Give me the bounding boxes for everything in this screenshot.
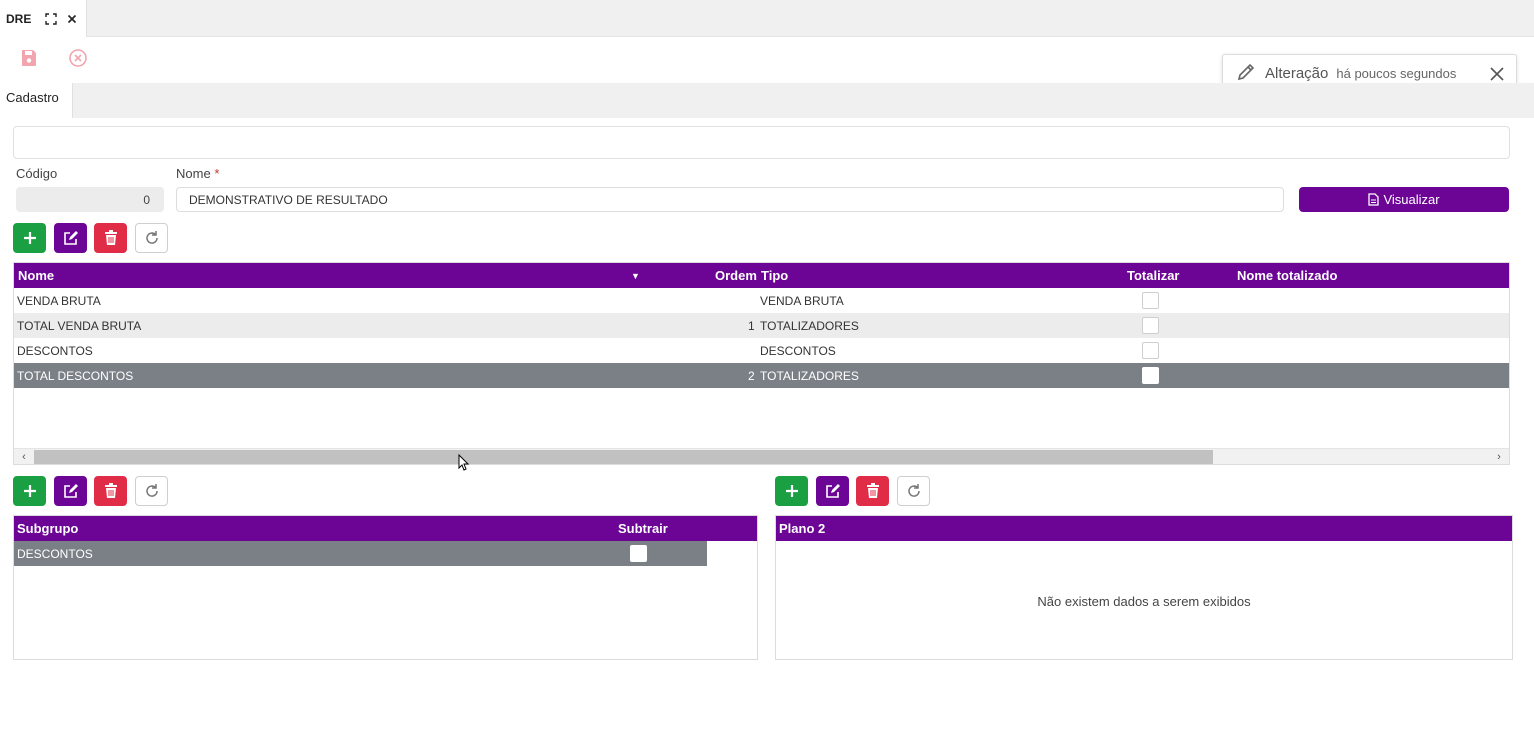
edit-subgroup-button[interactable] bbox=[54, 476, 87, 506]
plus-icon bbox=[23, 232, 36, 244]
cell-subgrupo: DESCONTOS bbox=[17, 547, 93, 561]
totalizar-checkbox[interactable] bbox=[1142, 317, 1159, 334]
table-row-selected[interactable]: TOTAL DESCONTOS 2 TOTALIZADORES bbox=[14, 363, 1509, 388]
subgroup-grid: Subgrupo Subtrair DESCONTOS bbox=[13, 515, 758, 660]
cell-nome: TOTAL DESCONTOS bbox=[17, 369, 134, 383]
totalizar-checkbox[interactable] bbox=[1142, 367, 1159, 384]
col-totalizar[interactable]: Totalizar bbox=[1127, 268, 1180, 283]
totalizar-checkbox[interactable] bbox=[1142, 342, 1159, 359]
required-mark: * bbox=[214, 166, 220, 181]
close-toast-icon[interactable] bbox=[1486, 63, 1508, 85]
trash-icon bbox=[104, 483, 117, 498]
cell-nome: TOTAL VENDA BRUTA bbox=[17, 319, 142, 333]
add-subgroup-button[interactable] bbox=[13, 476, 46, 506]
visualizar-button[interactable]: Visualizar bbox=[1299, 187, 1509, 212]
document-icon bbox=[1368, 193, 1380, 206]
add-plano-button[interactable] bbox=[775, 476, 808, 506]
nome-input[interactable]: DEMONSTRATIVO DE RESULTADO bbox=[176, 187, 1284, 212]
cell-tipo: TOTALIZADORES bbox=[760, 369, 859, 383]
main-grid-header: Nome ▼ Ordem Tipo Totalizar Nome totaliz… bbox=[14, 263, 1509, 288]
delete-subgroup-button[interactable] bbox=[94, 476, 127, 506]
toast-time: há poucos segundos bbox=[1336, 66, 1457, 81]
horizontal-scrollbar[interactable]: ‹ › bbox=[14, 448, 1509, 464]
sort-desc-icon[interactable]: ▼ bbox=[631, 271, 640, 281]
refresh-icon bbox=[145, 484, 158, 497]
refresh-subgroup-button[interactable] bbox=[135, 476, 168, 506]
main-grid: Nome ▼ Ordem Tipo Totalizar Nome totaliz… bbox=[13, 262, 1510, 465]
col-plano-2[interactable]: Plano 2 bbox=[779, 521, 826, 536]
col-subtrair[interactable]: Subtrair bbox=[618, 521, 668, 536]
scrollbar-thumb[interactable] bbox=[34, 450, 1213, 464]
add-button[interactable] bbox=[13, 223, 46, 253]
col-nome-totalizado[interactable]: Nome totalizado bbox=[1237, 268, 1338, 283]
refresh-icon bbox=[907, 484, 920, 497]
col-nome[interactable]: Nome bbox=[18, 268, 55, 283]
maximize-icon[interactable] bbox=[42, 10, 60, 28]
edit-icon bbox=[63, 484, 78, 498]
header-panel bbox=[13, 126, 1510, 159]
save-icon[interactable] bbox=[19, 48, 39, 68]
cell-ordem: 2 bbox=[748, 369, 755, 383]
table-row-selected[interactable]: DESCONTOS bbox=[14, 541, 707, 566]
edit-button[interactable] bbox=[54, 223, 87, 253]
cancel-icon[interactable] bbox=[68, 48, 88, 68]
cell-ordem: 1 bbox=[748, 319, 755, 333]
scroll-left-icon[interactable]: ‹ bbox=[22, 451, 26, 463]
tab-title: DRE bbox=[6, 11, 32, 26]
plano-grid: Plano 2 Não existem dados a serem exibid… bbox=[775, 515, 1513, 660]
trash-icon bbox=[104, 230, 117, 245]
subtrair-checkbox[interactable] bbox=[630, 545, 647, 562]
col-subgrupo[interactable]: Subgrupo bbox=[17, 521, 79, 536]
codigo-field: 0 bbox=[16, 187, 164, 212]
edit-icon bbox=[63, 231, 78, 245]
plus-icon bbox=[785, 485, 798, 497]
tab-cadastro[interactable]: Cadastro bbox=[0, 83, 73, 118]
totalizar-checkbox[interactable] bbox=[1142, 292, 1159, 309]
scroll-right-icon[interactable]: › bbox=[1497, 451, 1501, 463]
section-tabs: Cadastro bbox=[0, 83, 1534, 118]
cell-nome: DESCONTOS bbox=[17, 344, 93, 358]
cell-tipo: TOTALIZADORES bbox=[760, 319, 859, 333]
cell-tipo: DESCONTOS bbox=[760, 344, 836, 358]
delete-plano-button[interactable] bbox=[856, 476, 889, 506]
table-row[interactable]: VENDA BRUTA VENDA BRUTA bbox=[14, 288, 1509, 313]
refresh-icon bbox=[145, 231, 158, 244]
edit-icon bbox=[825, 484, 840, 498]
table-row[interactable]: TOTAL VENDA BRUTA 1 TOTALIZADORES bbox=[14, 313, 1509, 338]
edit-plano-button[interactable] bbox=[816, 476, 849, 506]
toast-title: Alteração bbox=[1265, 65, 1329, 82]
trash-icon bbox=[866, 483, 879, 498]
empty-message: Não existem dados a serem exibidos bbox=[1037, 594, 1251, 609]
plus-icon bbox=[23, 485, 36, 497]
window-tabstrip: DRE bbox=[0, 0, 1534, 37]
pencil-icon bbox=[1235, 61, 1257, 86]
codigo-label: Código bbox=[16, 166, 58, 181]
nome-label: Nome * bbox=[176, 166, 220, 181]
mouse-cursor-icon bbox=[458, 453, 470, 474]
refresh-plano-button[interactable] bbox=[897, 476, 930, 506]
plano-grid-header: Plano 2 bbox=[776, 516, 1512, 541]
tab-dre[interactable]: DRE bbox=[0, 0, 87, 37]
table-row[interactable]: DESCONTOS DESCONTOS bbox=[14, 338, 1509, 363]
col-ordem[interactable]: Ordem bbox=[715, 268, 757, 283]
col-tipo[interactable]: Tipo bbox=[761, 268, 789, 283]
visualizar-label: Visualizar bbox=[1383, 192, 1440, 207]
subgroup-grid-header: Subgrupo Subtrair bbox=[14, 516, 757, 541]
delete-button[interactable] bbox=[94, 223, 127, 253]
cell-nome: VENDA BRUTA bbox=[17, 294, 101, 308]
cell-tipo: VENDA BRUTA bbox=[760, 294, 844, 308]
refresh-button[interactable] bbox=[135, 223, 168, 253]
close-tab-icon[interactable] bbox=[63, 10, 81, 28]
